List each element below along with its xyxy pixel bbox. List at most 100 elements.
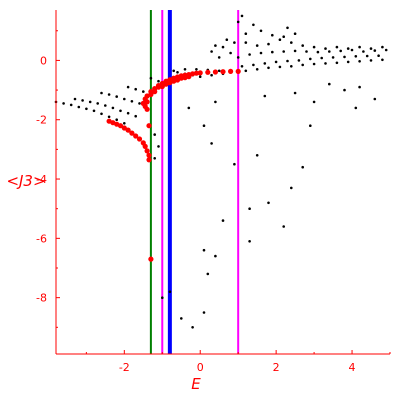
point-s0-85: [362, 50, 365, 53]
point-s0-105: [252, 23, 255, 27]
point-s0-91: [278, 38, 282, 41]
point-s0-77: [271, 50, 274, 54]
point-s0-138: [180, 317, 183, 320]
point-s0-111: [217, 56, 221, 59]
point-s0-110: [286, 26, 289, 30]
point-s0-67: [309, 57, 312, 61]
point-s0-71: [354, 55, 358, 58]
point-s0-86: [373, 49, 377, 52]
point-s0-82: [328, 50, 331, 53]
point-s0-53: [301, 63, 305, 67]
point-s0-112: [229, 51, 232, 55]
point-s1-37: [148, 91, 154, 98]
point-s0-19: [100, 91, 103, 95]
point-s0-117: [263, 94, 267, 98]
point-s1-50: [146, 123, 152, 129]
point-s1-10: [142, 143, 148, 149]
point-s0-123: [373, 97, 377, 101]
point-s0-121: [343, 88, 346, 92]
point-s0-145: [248, 240, 251, 243]
point-s0-133: [221, 219, 225, 222]
point-s0-136: [202, 311, 206, 314]
point-s1-31: [205, 69, 211, 75]
point-s0-23: [130, 100, 134, 103]
point-s1-38: [152, 89, 158, 95]
point-s0-125: [354, 106, 358, 110]
point-s0-58: [358, 60, 361, 63]
point-s0-49: [255, 68, 259, 71]
point-s0-15: [111, 106, 115, 110]
point-s0-101: [210, 50, 213, 53]
point-s0-142: [202, 124, 206, 127]
point-s1-36: [144, 99, 150, 105]
point-s0-73: [377, 54, 380, 57]
point-s0-25: [126, 85, 130, 89]
point-s0-62: [252, 63, 255, 67]
y-tick-label-1: -2: [36, 114, 47, 127]
point-s0-29: [149, 76, 153, 80]
point-s1-12: [146, 152, 152, 158]
point-s0-102: [221, 45, 225, 49]
point-s0-135: [206, 272, 210, 276]
x-tick-label-1: 0: [197, 361, 204, 374]
point-s0-81: [316, 50, 320, 54]
point-s0-16: [119, 109, 122, 113]
point-s0-61: [240, 65, 244, 68]
point-s1-8: [136, 136, 143, 142]
point-s0-132: [233, 162, 236, 166]
point-s0-114: [225, 38, 229, 41]
point-s0-79: [293, 49, 297, 53]
point-s0-27: [142, 90, 145, 93]
point-s0-78: [282, 50, 286, 53]
point-s0-3: [77, 105, 81, 109]
y-tick-label-0: 0: [40, 54, 47, 67]
point-s0-124: [309, 124, 312, 127]
point-s0-72: [365, 54, 369, 58]
point-s0-98: [358, 45, 361, 49]
y-tick-label-2: -4: [36, 173, 47, 186]
point-s0-115: [236, 20, 240, 24]
point-s0-119: [312, 100, 316, 104]
point-s0-95: [324, 47, 327, 50]
point-s1-40: [159, 83, 165, 90]
point-s0-14: [104, 104, 107, 107]
point-s0-97: [346, 47, 350, 50]
point-s0-5: [92, 109, 96, 113]
point-s0-70: [343, 55, 346, 59]
point-s0-52: [290, 65, 293, 68]
point-s0-93: [301, 44, 305, 47]
point-s0-12: [88, 100, 92, 104]
point-s1-30: [197, 70, 203, 76]
point-s0-116: [240, 14, 244, 18]
point-s0-109: [293, 32, 297, 35]
point-s1-35: [235, 68, 241, 74]
point-s0-55: [324, 62, 327, 65]
point-s0-87: [384, 48, 388, 52]
point-s0-17: [126, 111, 130, 115]
point-s0-107: [271, 33, 274, 37]
axes: [55, 10, 390, 355]
point-s0-8: [115, 118, 118, 121]
point-s0-129: [282, 225, 286, 228]
point-s0-89: [255, 44, 259, 47]
point-s0-141: [210, 142, 213, 145]
point-s0-130: [301, 165, 305, 169]
point-s0-38: [198, 75, 202, 78]
point-s0-92: [290, 41, 293, 44]
point-s0-139: [168, 290, 172, 294]
point-s0-30: [157, 79, 160, 83]
point-s1-47: [186, 74, 192, 80]
point-s1-3: [117, 123, 124, 129]
point-s0-11: [81, 99, 84, 102]
point-s0-113: [214, 44, 217, 47]
point-s0-74: [236, 56, 240, 59]
y-tick-label-3: -6: [36, 232, 47, 245]
point-s1-33: [220, 69, 226, 75]
point-s0-80: [305, 50, 308, 53]
point-s0-48: [244, 69, 248, 73]
point-s0-6: [100, 112, 103, 116]
point-s0-45: [217, 69, 221, 73]
point-s1-6: [129, 130, 135, 136]
point-s0-90: [267, 42, 270, 46]
